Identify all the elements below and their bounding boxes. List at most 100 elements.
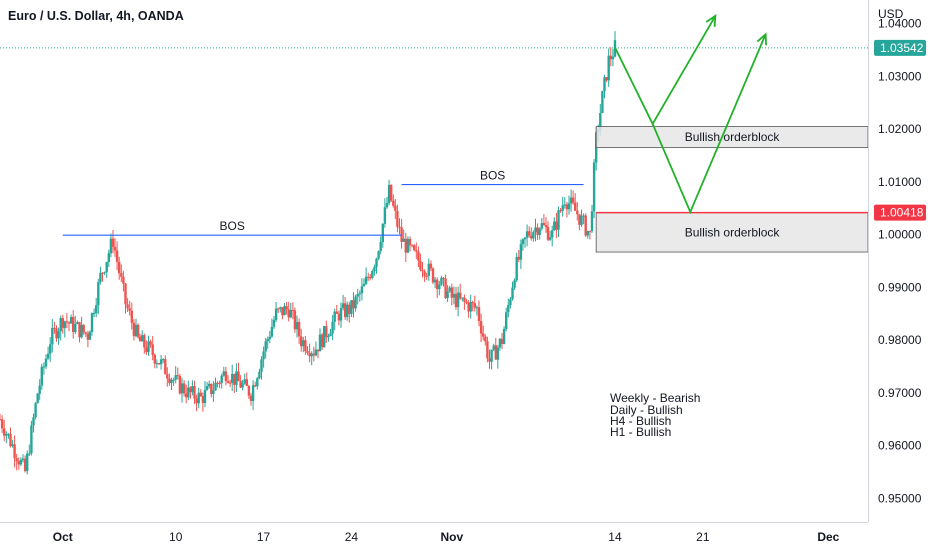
candle-body <box>525 231 529 238</box>
candle-body <box>51 327 54 345</box>
candle-body <box>289 310 292 318</box>
candle-body <box>13 444 16 459</box>
candle-body <box>496 347 499 360</box>
candle-body <box>448 287 451 292</box>
candle-body <box>592 162 596 212</box>
candle-body <box>406 238 410 253</box>
candle-body <box>362 283 366 287</box>
candle-body <box>509 299 512 305</box>
candle-body <box>295 322 299 330</box>
candle-body <box>354 296 357 309</box>
candle-body <box>76 322 79 324</box>
candle-body <box>383 207 387 224</box>
price-axis[interactable]: 1.04000 1.03000 1.02000 1.01000 1.00000 0.990… <box>878 17 922 506</box>
candle-body <box>479 321 483 334</box>
candle-body <box>429 263 433 269</box>
candle-body <box>170 379 173 384</box>
candle-body <box>92 313 96 314</box>
candle-body <box>187 387 190 398</box>
candle-body <box>270 326 274 337</box>
candle-body <box>272 319 276 327</box>
candle-body <box>396 210 399 227</box>
candle-body <box>172 379 175 381</box>
candle-body <box>247 386 251 396</box>
candle-body <box>494 345 497 360</box>
candle-body <box>67 322 71 324</box>
candle-body <box>312 353 315 356</box>
candle-body <box>84 332 87 334</box>
candle-body <box>559 210 562 212</box>
candle-body <box>367 276 370 278</box>
candle-body <box>599 113 602 131</box>
candle-body <box>327 336 330 338</box>
candle-body <box>442 277 445 279</box>
candle-body <box>262 351 265 360</box>
candle-body <box>260 359 263 372</box>
candle-body <box>475 307 479 309</box>
candle-body <box>44 358 48 367</box>
orderblock-layer: Bullish orderblock Bullish orderblock <box>595 126 869 253</box>
candle-body <box>205 386 209 390</box>
candle-body <box>226 381 230 383</box>
time-tick-label: Oct <box>53 530 73 544</box>
candle-body <box>218 383 221 384</box>
candle-body <box>122 276 125 284</box>
price-axis-unit: USD <box>878 7 904 21</box>
candle-body <box>228 382 232 384</box>
candle-body <box>151 344 154 355</box>
candle-body <box>390 184 393 201</box>
candle-body <box>107 253 110 262</box>
candle-body <box>49 344 52 354</box>
candle-body <box>159 359 163 365</box>
candle-body <box>63 321 66 329</box>
candle-body <box>356 294 359 297</box>
candle-body <box>440 277 443 285</box>
candle-body <box>323 326 326 348</box>
candle-body <box>379 242 382 252</box>
candle-body <box>254 385 257 387</box>
price-tick-label: 0.97000 <box>878 386 922 400</box>
candle-body <box>316 349 320 352</box>
candle-body <box>88 331 92 340</box>
candle-body <box>69 317 73 324</box>
candle-body <box>126 304 129 309</box>
time-axis[interactable]: Oct 10 17 24 Nov 14 21 Dec <box>53 530 840 544</box>
bias-note-daily: Daily - Bullish <box>610 403 683 417</box>
candle-body <box>515 256 518 281</box>
candle-body <box>530 235 533 239</box>
candle-body <box>115 250 119 262</box>
candle-body <box>590 211 594 232</box>
candle-body <box>141 335 144 342</box>
candle-body <box>360 286 364 294</box>
candle-body <box>182 383 186 394</box>
candle-body <box>582 215 585 217</box>
candle-body <box>72 317 75 332</box>
candle-body <box>431 268 435 283</box>
candle-body <box>5 434 8 436</box>
candle-body <box>233 373 236 385</box>
candle-body <box>369 277 372 279</box>
candle-body <box>484 336 487 342</box>
candle-body <box>74 324 77 332</box>
candle-body <box>65 321 69 323</box>
candle-body <box>551 230 554 238</box>
candle-body <box>203 389 207 403</box>
candle-body <box>251 385 255 401</box>
candle-body <box>46 353 50 359</box>
candle-body <box>339 308 343 321</box>
candle-body <box>325 326 328 338</box>
candle-body <box>459 292 462 299</box>
candle-body <box>542 223 546 225</box>
candle-body <box>517 256 520 260</box>
candle-body <box>235 371 238 385</box>
candle-body <box>492 345 495 350</box>
candle-body <box>601 91 604 113</box>
candle-body <box>111 238 115 247</box>
candle-body <box>34 403 37 418</box>
candle-body <box>436 279 439 290</box>
candle-body <box>30 425 33 454</box>
candle-body <box>241 383 244 388</box>
candle-body <box>302 340 305 347</box>
candle-body <box>433 279 437 283</box>
